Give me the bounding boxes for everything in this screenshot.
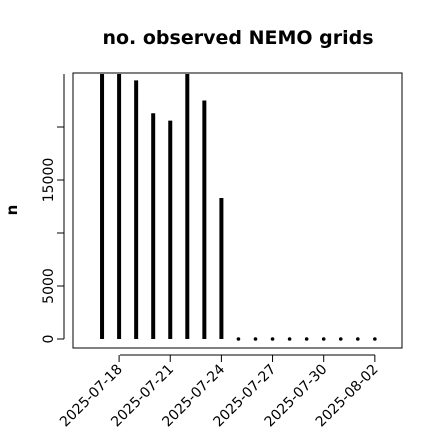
bar-2025-07-30 bbox=[321, 337, 326, 341]
bar-2025-07-29 bbox=[304, 337, 309, 341]
bar-2025-08-01 bbox=[356, 337, 360, 341]
y-axis-label: n bbox=[3, 205, 21, 216]
chart-title: no. observed NEMO grids bbox=[102, 27, 373, 49]
y-tick-label-15000: 15000 bbox=[41, 158, 57, 203]
y-tick-label-5000: 5000 bbox=[41, 268, 57, 304]
bar-2025-07-27 bbox=[270, 337, 275, 341]
bar-2025-07-28 bbox=[287, 337, 292, 341]
y-tick-label-0: 0 bbox=[41, 335, 57, 344]
bar-2025-07-26 bbox=[253, 337, 258, 341]
bar-2025-07-31 bbox=[338, 337, 343, 341]
bar-2025-07-25 bbox=[236, 337, 241, 341]
y-ticks-group: 0 5000 15000 bbox=[41, 126, 64, 344]
plot-frame bbox=[72, 72, 403, 349]
bar-2025-08-02 bbox=[373, 337, 377, 341]
x-ticks-group: 2025-07-182025-07-212025-07-242025-07-27… bbox=[57, 355, 382, 430]
bars-group bbox=[100, 74, 377, 341]
